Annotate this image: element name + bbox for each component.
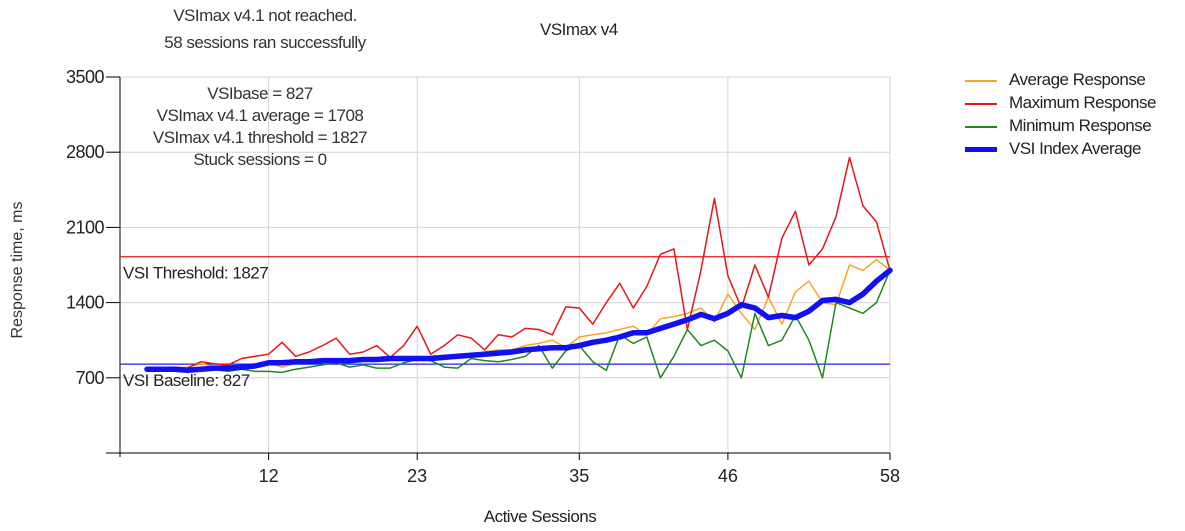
legend-swatch-maximum xyxy=(965,103,997,105)
x-tick-label-35: 35 xyxy=(569,466,589,486)
chart-title: VSImax v4 xyxy=(540,20,618,39)
sessions-status: 58 sessions ran successfully xyxy=(164,33,366,52)
x-tick-label-12: 12 xyxy=(259,466,279,486)
vsimax-status: VSImax v4.1 not reached. xyxy=(173,6,357,25)
reference-label-1: VSI Baseline: 827 xyxy=(123,371,250,390)
series-line-1 xyxy=(146,156,891,369)
legend-swatch-minimum xyxy=(965,126,997,128)
y-tick-label-2800: 2800 xyxy=(66,142,105,162)
stuck-sessions-stat: Stuck sessions = 0 xyxy=(193,150,327,169)
y-tick-label-700: 700 xyxy=(75,368,104,388)
y-axis-label: Response time, ms xyxy=(9,201,26,339)
series-lines xyxy=(144,156,893,379)
y-tick-label-3500: 3500 xyxy=(66,67,105,87)
series-line-2 xyxy=(146,269,891,379)
grid xyxy=(120,76,891,453)
legend-label-maximum: Maximum Response xyxy=(1009,93,1156,112)
vsimax-threshold-stat: VSImax v4.1 threshold = 1827 xyxy=(152,128,368,147)
x-tick-label-58: 58 xyxy=(880,466,900,486)
tick-labels: VSI Threshold: 1827 VSI Baseline: 827 700 1… xyxy=(66,67,900,486)
y-tick-label-1400: 1400 xyxy=(66,293,105,313)
x-tick-label-46: 46 xyxy=(718,466,738,486)
x-axis-label: Active Sessions xyxy=(483,507,597,526)
vsimax-average-stat: VSImax v4.1 average = 1708 xyxy=(156,106,364,125)
legend-swatch-average xyxy=(965,80,997,82)
reference-label-0: VSI Threshold: 1827 xyxy=(123,264,268,283)
vsibase-stat: VSIbase = 827 xyxy=(207,84,313,103)
legend-swatch-vsi-index xyxy=(965,147,997,152)
series-line-3 xyxy=(144,267,893,374)
y-tick-label-2100: 2100 xyxy=(66,217,105,237)
axes xyxy=(106,76,891,460)
legend-label-average: Average Response xyxy=(1009,70,1146,89)
x-tick-label-23: 23 xyxy=(407,466,427,486)
legend-label-minimum: Minimum Response xyxy=(1009,116,1152,135)
legend-label-vsi-index: VSI Index Average xyxy=(1009,139,1142,158)
